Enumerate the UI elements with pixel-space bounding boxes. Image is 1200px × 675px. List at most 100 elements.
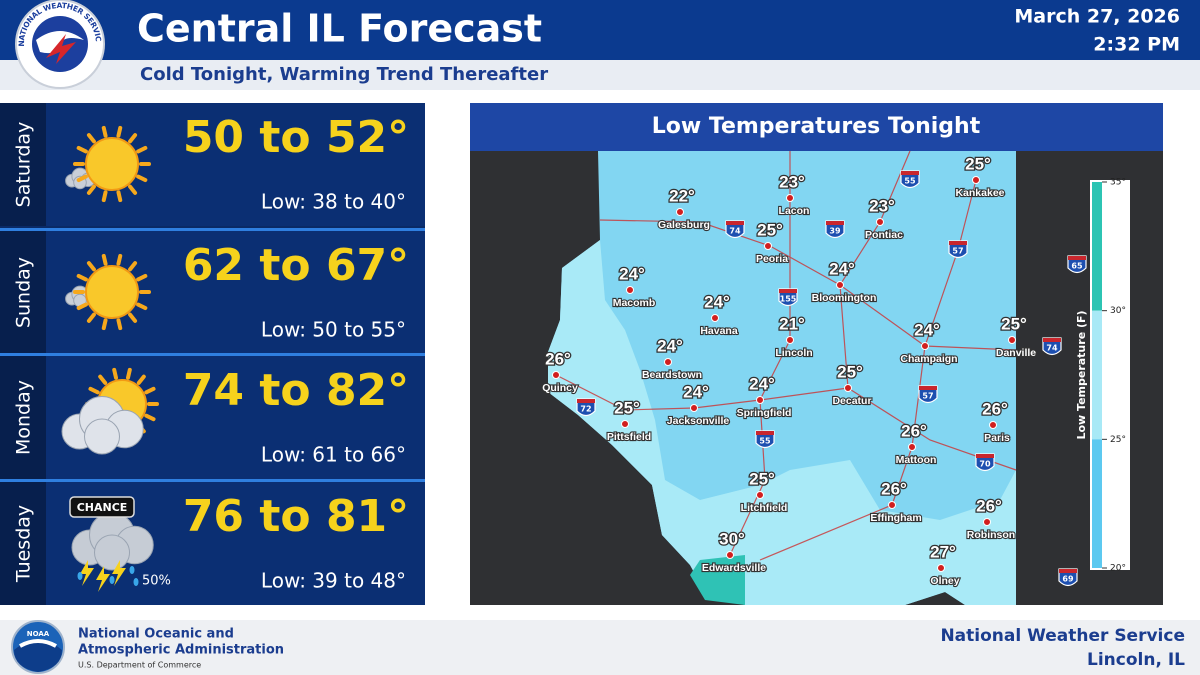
city: 26° Mattoon bbox=[894, 420, 937, 467]
map-panel: Low Temperatures Tonight Low Temperature… bbox=[470, 103, 1163, 605]
city-name: Havana bbox=[700, 325, 738, 337]
office-location: Lincoln, IL bbox=[1087, 650, 1185, 670]
highway-shield: 39 bbox=[825, 220, 845, 239]
sun-ray bbox=[116, 253, 123, 266]
lightning bbox=[80, 560, 94, 586]
city-dot bbox=[690, 404, 698, 412]
city-temp: 30° bbox=[719, 529, 745, 548]
shield-top bbox=[577, 399, 595, 403]
rain-drop bbox=[129, 566, 135, 574]
city-temp: 25° bbox=[1001, 314, 1027, 333]
legend-tick-label: 35° bbox=[1110, 178, 1126, 188]
shield-top bbox=[919, 386, 937, 390]
shield-shape bbox=[576, 398, 596, 417]
city: 25° Kankakee bbox=[954, 153, 1005, 200]
subtitle-band bbox=[0, 60, 1200, 90]
city: 24° Havana bbox=[699, 291, 739, 338]
city-dot bbox=[756, 491, 764, 499]
city-name: Springfield bbox=[737, 407, 792, 419]
city: 26° Paris bbox=[981, 398, 1011, 445]
city-name: Olney bbox=[930, 575, 959, 587]
city: 25° Litchfield bbox=[740, 468, 789, 515]
day-separator bbox=[0, 479, 425, 482]
city-dot bbox=[786, 194, 794, 202]
sun-ray bbox=[116, 318, 123, 331]
day-name: Monday bbox=[13, 380, 35, 455]
forecast-day: Sunday 62 to 67° Low: 50 to 55° bbox=[0, 228, 425, 354]
lightning bbox=[112, 560, 126, 586]
city: 24° Bloomington bbox=[811, 258, 878, 305]
city-temp: 25° bbox=[614, 398, 640, 417]
day-name: Tuesday bbox=[13, 505, 35, 583]
city-dot bbox=[786, 336, 794, 344]
highway-shield: 55 bbox=[900, 170, 920, 189]
sun-ray bbox=[86, 184, 96, 195]
forecast-day: Monday 74 to 82° Low: 61 to 66° bbox=[0, 353, 425, 479]
city-name: Danville bbox=[996, 347, 1036, 359]
highway-shield: 65 bbox=[1067, 255, 1087, 274]
header-band bbox=[0, 0, 1200, 60]
city-dot bbox=[726, 551, 734, 559]
city-name: Macomb bbox=[613, 297, 656, 309]
shield-top bbox=[976, 454, 994, 458]
shield-number: 57 bbox=[952, 247, 963, 256]
city-name: Champaign bbox=[900, 353, 957, 365]
map-title: Low Temperatures Tonight bbox=[652, 114, 981, 139]
city-dot bbox=[876, 218, 884, 226]
footer-band bbox=[0, 620, 1200, 675]
city-dot bbox=[844, 384, 852, 392]
shield-number: 74 bbox=[729, 227, 741, 236]
city-dot bbox=[983, 518, 991, 526]
city: 30° Edwardsville bbox=[701, 528, 768, 575]
city: 24° Beardstown bbox=[641, 335, 703, 382]
city-name: Edwardsville bbox=[702, 562, 766, 574]
city-temp: 24° bbox=[829, 259, 855, 278]
forecast-day: Tuesday 76 to 81° Low: 39 to 48° CHANCE 50% bbox=[0, 479, 425, 605]
city-name: Jacksonville bbox=[667, 415, 730, 427]
city: 21° Lincoln bbox=[774, 313, 814, 360]
sun-disc bbox=[85, 265, 139, 319]
sun-ray bbox=[101, 318, 108, 331]
highway-shield: 70 bbox=[975, 453, 995, 472]
city-name: Litchfield bbox=[741, 502, 788, 514]
city-name: Lincoln bbox=[775, 347, 812, 359]
city: 24° Champaign bbox=[899, 319, 958, 366]
city-temp: 24° bbox=[657, 336, 683, 355]
sun-ray bbox=[86, 312, 96, 323]
sun-ray bbox=[112, 367, 118, 380]
city-name: Decatur bbox=[832, 395, 871, 407]
sun-disc bbox=[85, 137, 139, 191]
department: U.S. Department of Commerce bbox=[78, 661, 201, 670]
highway-shield: 74 bbox=[1042, 337, 1062, 356]
shield-top bbox=[726, 221, 744, 225]
highway-shield: 55 bbox=[755, 430, 775, 449]
shield-number: 72 bbox=[580, 405, 591, 414]
rain-drop bbox=[77, 572, 83, 580]
city-temp: 25° bbox=[757, 220, 783, 239]
highway-shield: 72 bbox=[576, 398, 596, 417]
sun-ray bbox=[136, 145, 148, 154]
city-dot bbox=[621, 420, 629, 428]
sun-ray bbox=[116, 190, 123, 203]
city-temp: 24° bbox=[619, 264, 645, 283]
shield-shape bbox=[1042, 337, 1062, 356]
shield-shape bbox=[725, 220, 745, 239]
shield-shape bbox=[918, 385, 938, 404]
legend-tick-label: 25° bbox=[1110, 435, 1126, 445]
day-strip bbox=[0, 103, 46, 226]
day-strip bbox=[0, 356, 46, 479]
shield-top bbox=[1059, 569, 1077, 573]
forecast-panel: Saturday 50 to 52° Low: 38 to 40° Sunday 62 … bbox=[0, 103, 425, 605]
map-title-bar bbox=[470, 103, 1163, 151]
highway-shield: 69 bbox=[1058, 568, 1078, 587]
high-temp: 62 to 67° bbox=[183, 240, 409, 291]
shield-shape bbox=[1058, 568, 1078, 587]
agency-line-1: National Oceanic and bbox=[78, 627, 234, 642]
city-dot bbox=[908, 443, 916, 451]
city-temp: 26° bbox=[881, 479, 907, 498]
city-temp: 24° bbox=[704, 292, 730, 311]
sun-ray bbox=[101, 253, 108, 266]
sun-ray bbox=[128, 312, 138, 323]
city-dot bbox=[626, 286, 634, 294]
day-name: Saturday bbox=[13, 122, 35, 208]
